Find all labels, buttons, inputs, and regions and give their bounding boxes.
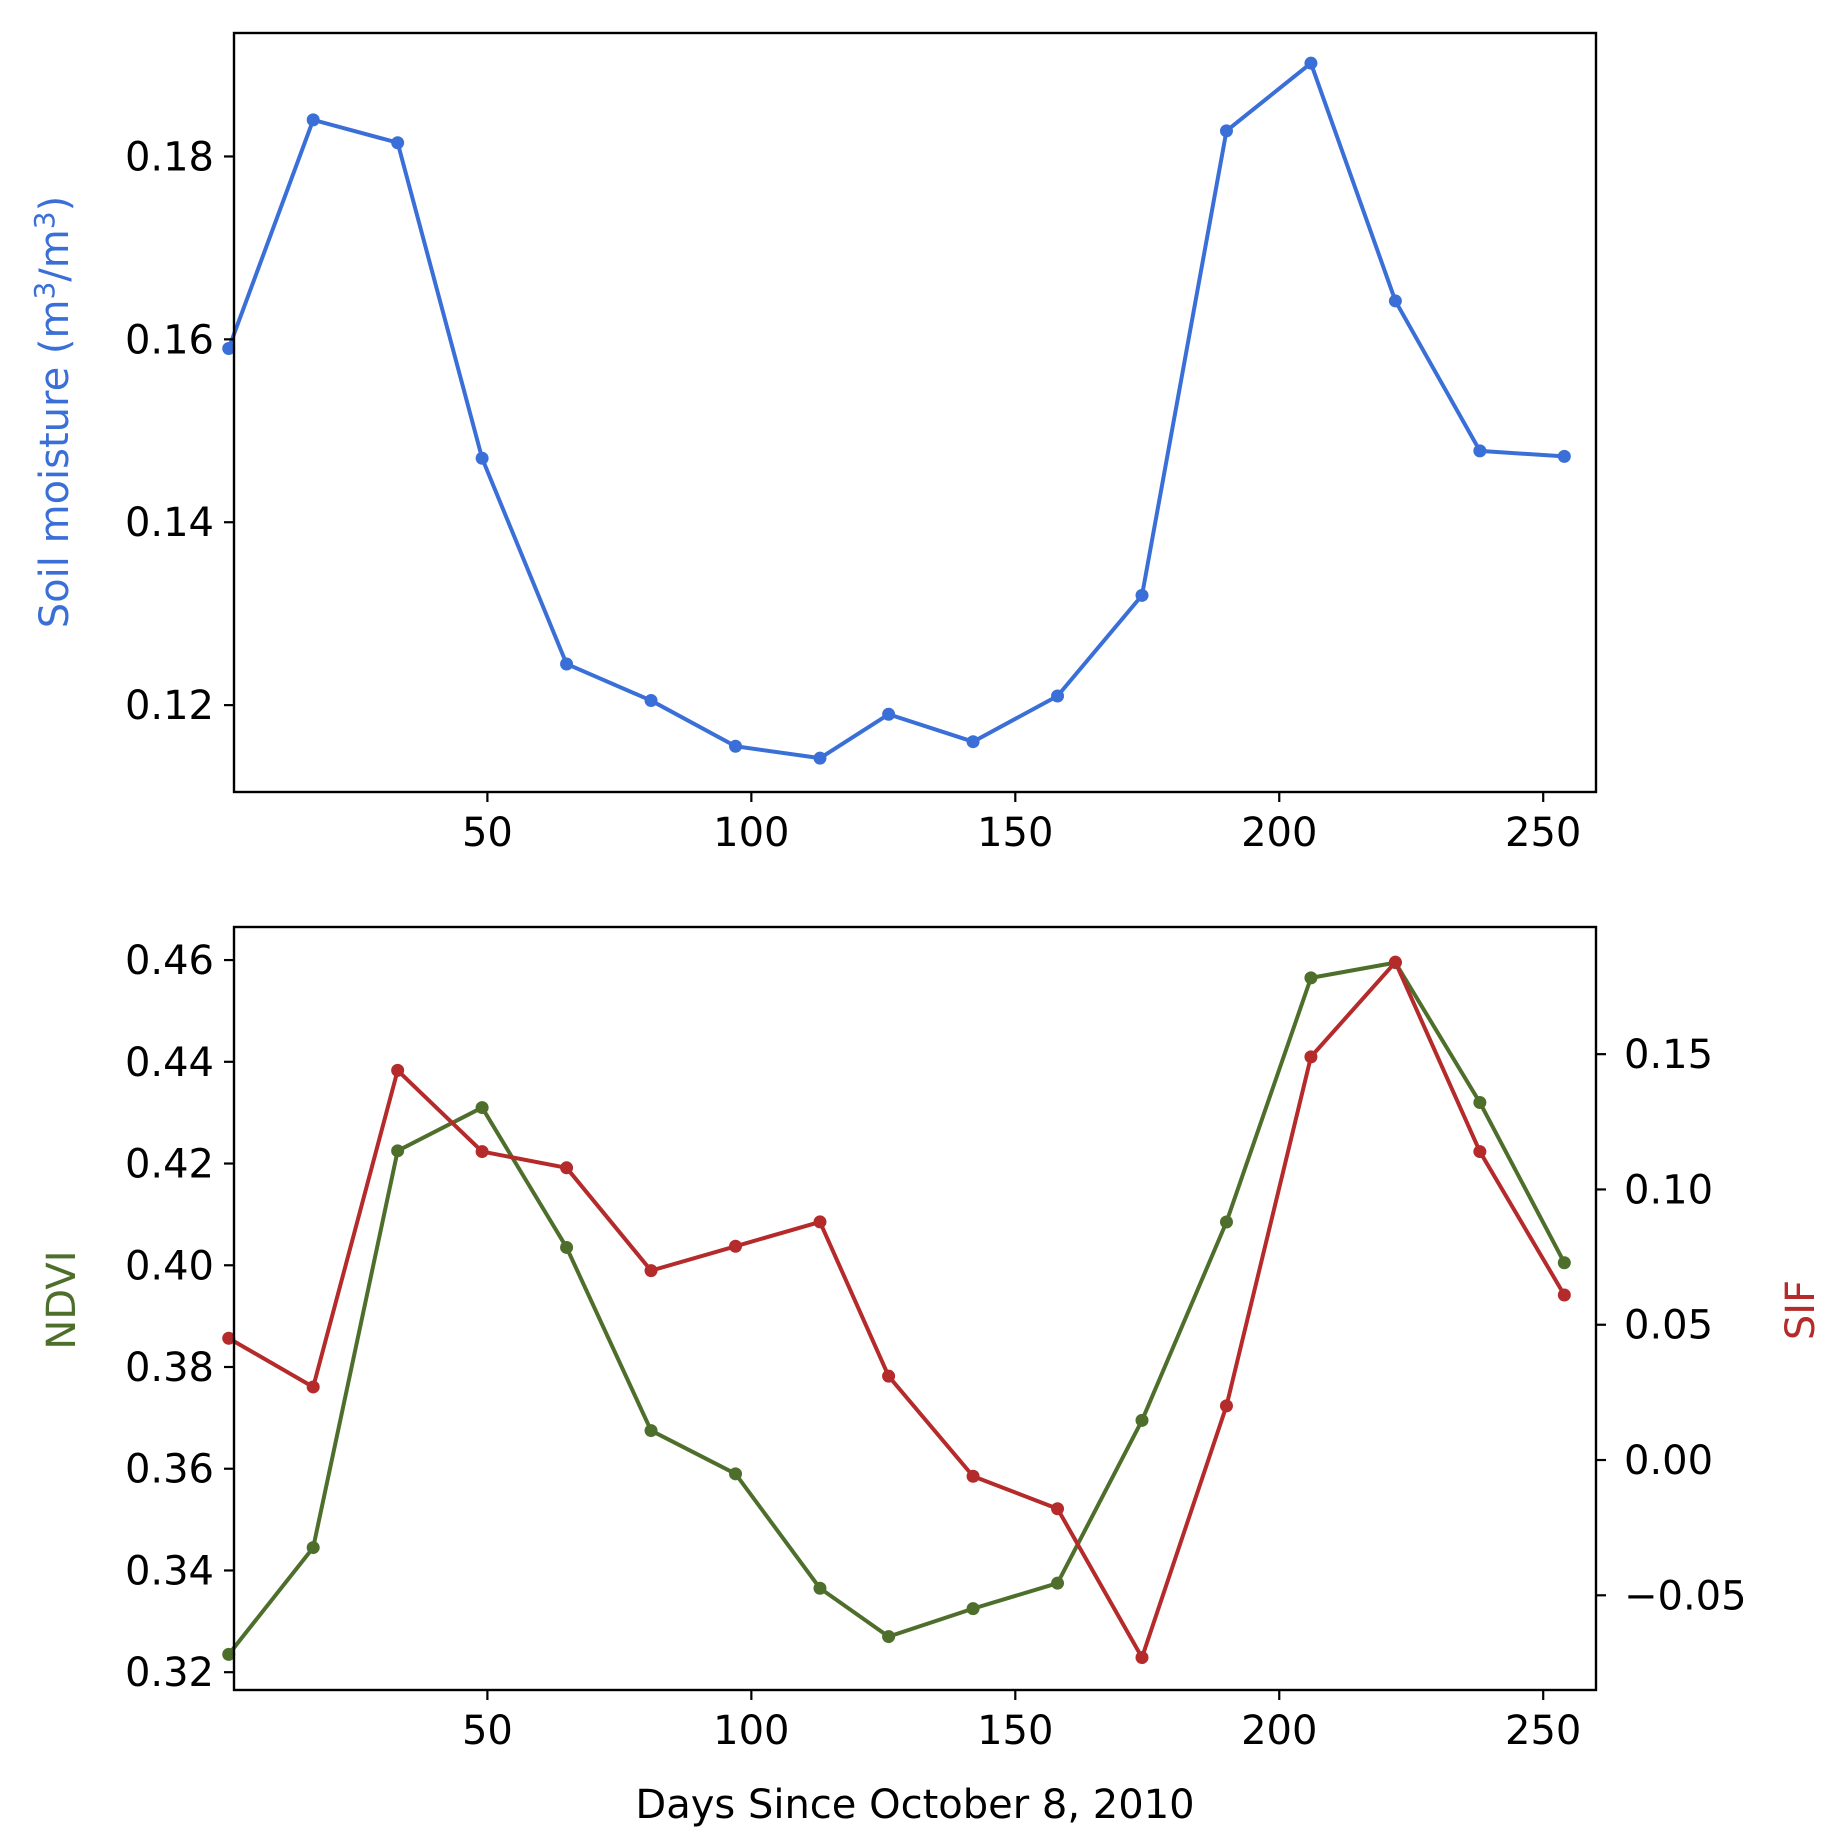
soil-moisture-point-10 bbox=[1051, 689, 1065, 703]
top-y-ticks: 0.12 0.14 0.16 0.18 bbox=[125, 134, 234, 729]
y-tick-label: 0.46 bbox=[125, 938, 214, 984]
soil-moisture-point-6 bbox=[729, 739, 743, 753]
sif-point-5 bbox=[644, 1264, 658, 1278]
ndvi-point-0 bbox=[222, 1647, 236, 1661]
sif-point-16 bbox=[1557, 1288, 1571, 1302]
ndvi-series bbox=[222, 956, 1571, 1661]
sif-line bbox=[227, 960, 1567, 1660]
sif-point-4 bbox=[560, 1161, 574, 1175]
y-tick-label: 0.36 bbox=[125, 1447, 214, 1493]
ndvi-point-12 bbox=[1219, 1215, 1233, 1229]
ndvi-point-2 bbox=[391, 1144, 405, 1158]
ndvi-point-4 bbox=[560, 1240, 574, 1254]
y-tick-label: 0.40 bbox=[125, 1243, 214, 1289]
ndvi-point-7 bbox=[813, 1581, 827, 1595]
y-right-tick-label: 0.10 bbox=[1624, 1167, 1713, 1213]
soil-moisture-point-16 bbox=[1557, 449, 1571, 463]
y-right-tick-label: 0.00 bbox=[1624, 1438, 1713, 1484]
x-tick-label: 150 bbox=[977, 1708, 1053, 1754]
sif-point-1 bbox=[306, 1380, 320, 1394]
y-tick-label: 0.34 bbox=[125, 1548, 214, 1594]
y-right-tick-label: 0.05 bbox=[1624, 1303, 1713, 1349]
sif-point-15 bbox=[1473, 1145, 1487, 1159]
ndvi-point-6 bbox=[729, 1467, 743, 1481]
x-tick-label: 100 bbox=[713, 810, 789, 856]
soil-moisture-point-14 bbox=[1388, 294, 1402, 308]
soil-moisture-point-4 bbox=[560, 657, 574, 671]
sif-point-9 bbox=[966, 1469, 980, 1483]
ndvi-point-15 bbox=[1473, 1095, 1487, 1109]
soil-moisture-axis-label: Soil moisture (m3/m3) bbox=[28, 196, 78, 628]
ndvi-axis-label: NDVI bbox=[39, 1250, 85, 1349]
x-tick-label: 250 bbox=[1505, 810, 1581, 856]
sif-point-14 bbox=[1388, 955, 1402, 969]
ndvi-sif-panel: 50 100 150 200 250 0.320.340.360.380.400.420… bbox=[39, 925, 1824, 1828]
soil-moisture-point-13 bbox=[1304, 56, 1318, 70]
x-tick-label: 200 bbox=[1241, 810, 1317, 856]
sif-point-10 bbox=[1051, 1502, 1065, 1516]
ndvi-point-11 bbox=[1135, 1413, 1149, 1427]
y-tick-label: 0.16 bbox=[125, 317, 214, 363]
y-tick-label: 0.18 bbox=[125, 134, 214, 180]
soil-moisture-line bbox=[226, 61, 1565, 761]
top-plot-frame bbox=[232, 31, 1598, 794]
sif-point-2 bbox=[391, 1063, 405, 1077]
y-tick-label: 0.38 bbox=[125, 1345, 214, 1391]
x-tick-label: 50 bbox=[462, 1708, 513, 1754]
sif-point-11 bbox=[1135, 1651, 1149, 1665]
soil-moisture-point-11 bbox=[1135, 588, 1149, 602]
sif-point-6 bbox=[729, 1239, 743, 1253]
sif-point-7 bbox=[813, 1215, 827, 1229]
ndvi-point-10 bbox=[1051, 1576, 1065, 1590]
x-tick-label: 250 bbox=[1505, 1708, 1581, 1754]
soil-moisture-point-0 bbox=[222, 341, 236, 355]
sif-point-0 bbox=[222, 1331, 236, 1345]
top-x-ticks: 50 100 150 200 250 bbox=[462, 792, 1581, 856]
y-tick-label: 0.12 bbox=[125, 683, 214, 729]
y-tick-label: 0.44 bbox=[125, 1040, 214, 1086]
soil-moisture-point-12 bbox=[1219, 124, 1233, 138]
ndvi-point-1 bbox=[306, 1541, 320, 1555]
ndvi-point-5 bbox=[644, 1424, 658, 1438]
ndvi-point-13 bbox=[1304, 971, 1318, 985]
x-tick-label: 150 bbox=[977, 810, 1053, 856]
y-tick-label: 0.32 bbox=[125, 1650, 214, 1696]
sif-point-3 bbox=[475, 1145, 489, 1159]
soil-moisture-point-5 bbox=[644, 694, 658, 708]
x-tick-label: 200 bbox=[1241, 1708, 1317, 1754]
sif-point-8 bbox=[882, 1369, 896, 1383]
y-right-tick-label: 0.15 bbox=[1624, 1032, 1713, 1078]
y-tick-label: 0.42 bbox=[125, 1142, 214, 1188]
ndvi-line bbox=[227, 960, 1567, 1656]
soil-moisture-panel: 50 100 150 200 250 0.12 0.14 0.16 0.18 Soil moi… bbox=[28, 31, 1598, 856]
soil-moisture-point-2 bbox=[391, 136, 405, 150]
soil-moisture-series bbox=[222, 56, 1571, 765]
ndvi-point-3 bbox=[475, 1101, 489, 1115]
y-tick-label: 0.14 bbox=[125, 500, 214, 546]
soil-moisture-point-9 bbox=[966, 735, 980, 749]
sif-point-12 bbox=[1219, 1399, 1233, 1413]
soil-moisture-point-1 bbox=[306, 113, 320, 127]
bottom-plot-frame bbox=[232, 925, 1598, 1692]
bottom-x-ticks: 50 100 150 200 250 bbox=[462, 1690, 1581, 1754]
ndvi-point-16 bbox=[1557, 1256, 1571, 1270]
x-tick-label: 50 bbox=[462, 810, 513, 856]
sif-series bbox=[222, 955, 1571, 1665]
soil-moisture-point-7 bbox=[813, 751, 827, 765]
soil-moisture-point-3 bbox=[475, 451, 489, 465]
soil-moisture-point-8 bbox=[882, 707, 896, 721]
y-right-tick-label: −0.05 bbox=[1624, 1573, 1747, 1619]
ndvi-point-9 bbox=[966, 1602, 980, 1616]
sif-axis-label: SIF bbox=[1778, 1280, 1824, 1340]
sif-point-13 bbox=[1304, 1050, 1318, 1064]
ndvi-y-ticks: 0.32 0.34 0.36 0.38 0.40 0.42 0.44 0.46 bbox=[125, 938, 234, 1696]
sif-y-ticks: −0.05 0.00 0.05 0.10 0.15 bbox=[1596, 1032, 1747, 1619]
x-axis-label: Days Since October 8, 2010 bbox=[635, 1782, 1194, 1828]
ndvi-point-8 bbox=[882, 1630, 896, 1644]
soil-moisture-point-15 bbox=[1473, 444, 1487, 458]
x-tick-label: 100 bbox=[713, 1708, 789, 1754]
